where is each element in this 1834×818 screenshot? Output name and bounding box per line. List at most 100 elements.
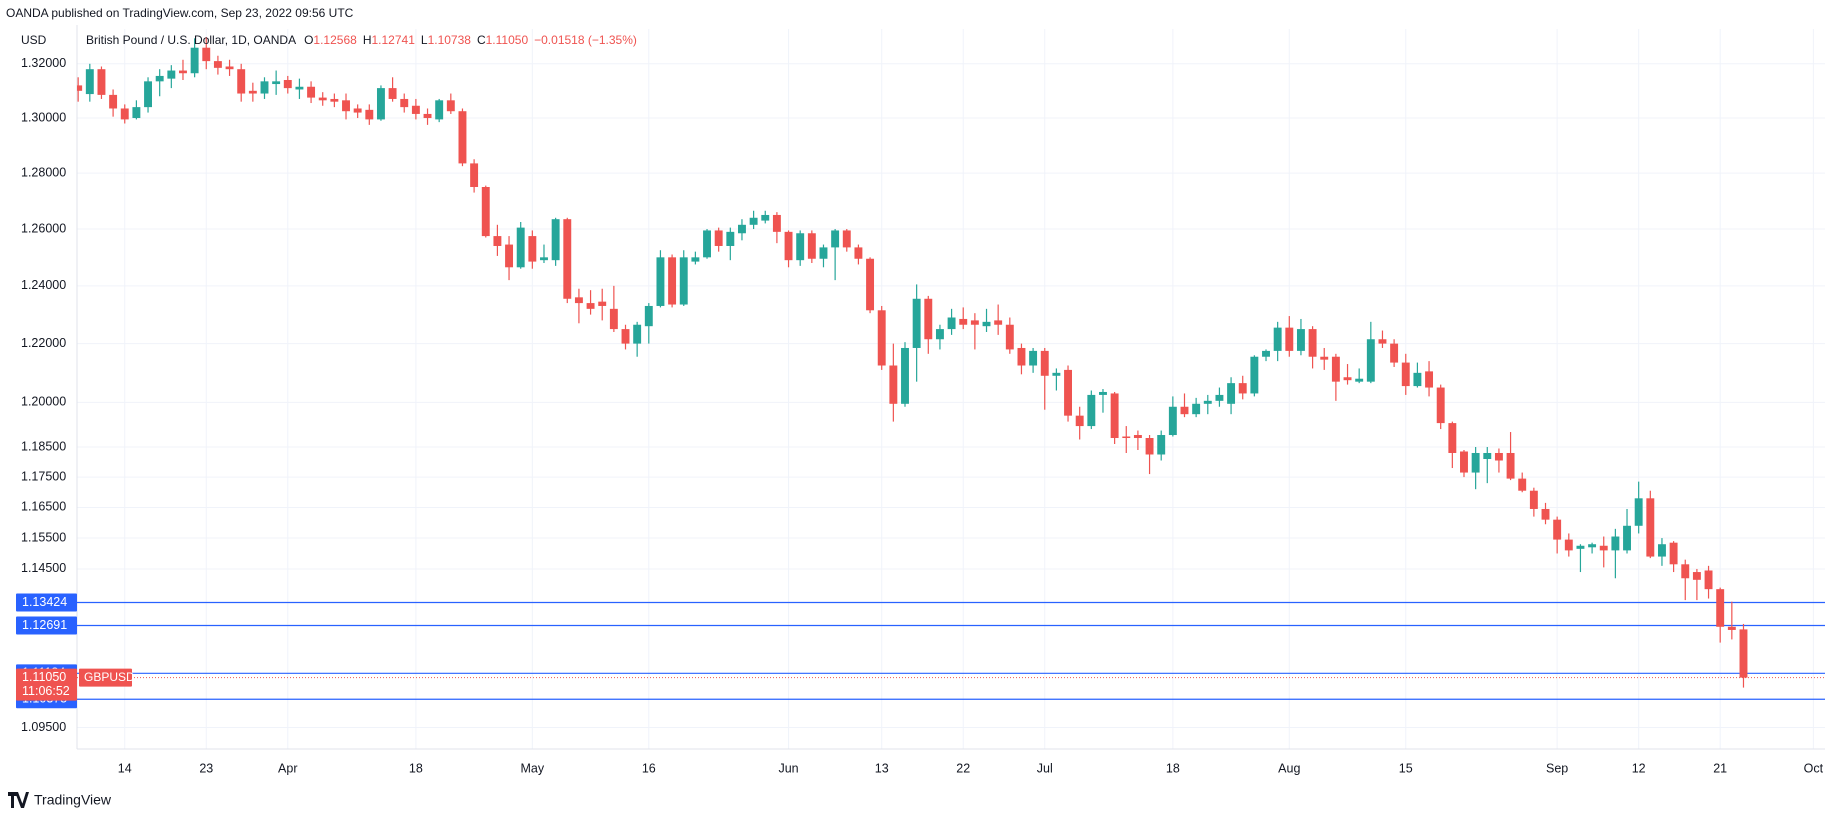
candle-body bbox=[1436, 387, 1445, 424]
candle-body bbox=[877, 310, 886, 366]
candle-body bbox=[272, 81, 281, 85]
candle-body bbox=[505, 244, 514, 268]
candle-body bbox=[1052, 372, 1061, 376]
y-unit: USD bbox=[21, 33, 47, 47]
candle-body bbox=[77, 85, 83, 91]
candle-body bbox=[1390, 343, 1399, 363]
candle-body bbox=[1448, 423, 1457, 453]
footer-logo bbox=[8, 792, 29, 808]
candle-body bbox=[1401, 362, 1410, 387]
candle-body bbox=[1168, 406, 1177, 436]
candle-body bbox=[1681, 564, 1690, 579]
candle-body bbox=[1308, 329, 1317, 357]
candle-body bbox=[1215, 394, 1224, 401]
candle-body bbox=[400, 98, 409, 108]
candle-body bbox=[1331, 356, 1340, 382]
candle-body bbox=[889, 365, 898, 404]
candle-body bbox=[155, 75, 164, 82]
x-tick-label: Jul bbox=[1037, 761, 1053, 775]
candle-body bbox=[1692, 572, 1701, 580]
candle-body bbox=[307, 86, 316, 98]
legend-value: 1.12568 bbox=[313, 33, 357, 47]
y-tick-label: 1.15500 bbox=[21, 530, 66, 544]
candle-body bbox=[1122, 436, 1131, 439]
candle-body bbox=[435, 100, 444, 120]
candle-body bbox=[342, 100, 350, 112]
levels bbox=[77, 601, 1825, 700]
x-tick-label: 12 bbox=[1632, 761, 1646, 775]
candle-body bbox=[1460, 451, 1468, 473]
x-tick-label: Sep bbox=[1546, 761, 1568, 775]
candle-body bbox=[807, 233, 816, 259]
candle-body bbox=[213, 61, 222, 68]
candle-body bbox=[1623, 525, 1631, 551]
x-tick-label: 23 bbox=[199, 761, 213, 775]
candle-body bbox=[901, 347, 909, 404]
ohlc-legend: British Pound / U.S. Dollar, 1D, OANDA O1… bbox=[86, 33, 637, 47]
candle-body bbox=[1564, 539, 1573, 551]
candle-body bbox=[819, 247, 828, 259]
candle-body bbox=[481, 186, 490, 237]
candle-body bbox=[1145, 438, 1154, 455]
x-tick-label: 16 bbox=[642, 761, 656, 775]
candle-body bbox=[237, 69, 246, 94]
candle-body bbox=[1366, 339, 1375, 382]
candle-body bbox=[411, 105, 420, 114]
legend-key: L bbox=[421, 33, 428, 47]
grid bbox=[77, 29, 1825, 749]
candle-body bbox=[703, 230, 711, 258]
candle-body bbox=[749, 217, 758, 225]
candle-body bbox=[1087, 394, 1096, 427]
price-label-box bbox=[16, 668, 77, 701]
candle-body bbox=[1739, 629, 1748, 678]
candle-body bbox=[586, 303, 595, 309]
logo-mark bbox=[8, 792, 29, 808]
candle-body bbox=[1180, 406, 1189, 415]
candle-body bbox=[283, 79, 292, 89]
candle-body bbox=[1064, 369, 1072, 416]
candle-body bbox=[668, 257, 677, 305]
candle-body bbox=[1238, 383, 1247, 394]
candle-body bbox=[1320, 356, 1329, 360]
candle-body bbox=[353, 108, 362, 113]
candle-body bbox=[1285, 327, 1294, 351]
candle-body bbox=[598, 301, 607, 306]
level-label: 1.13424 bbox=[22, 595, 67, 609]
candle-body bbox=[994, 320, 1003, 325]
candle-body bbox=[854, 247, 863, 259]
candle-body bbox=[772, 214, 781, 232]
y-tick-label: 1.17500 bbox=[21, 469, 66, 483]
x-tick-label: 22 bbox=[956, 761, 970, 775]
candle-body bbox=[388, 88, 397, 99]
y-tick-label: 1.24000 bbox=[21, 278, 66, 292]
candle-body bbox=[1017, 347, 1026, 366]
candle-body bbox=[831, 230, 840, 248]
candle-body bbox=[1110, 393, 1119, 439]
x-tick-label: 18 bbox=[1166, 761, 1180, 775]
candle-body bbox=[1099, 391, 1107, 395]
level-label: 1.12691 bbox=[22, 618, 67, 632]
candle-body bbox=[225, 66, 234, 70]
price-countdown: 11:06:52 bbox=[22, 684, 70, 698]
candle-body bbox=[784, 231, 793, 261]
candle-body bbox=[295, 86, 304, 90]
candle-body bbox=[1576, 545, 1585, 549]
candle-body bbox=[97, 69, 106, 95]
candle-body bbox=[202, 47, 211, 62]
candle-body bbox=[1646, 498, 1655, 557]
symbol-label: GBPUSD bbox=[84, 670, 135, 684]
candle-body bbox=[842, 230, 851, 248]
candle-body bbox=[1005, 324, 1014, 350]
candle-body bbox=[1192, 403, 1201, 415]
candle-body bbox=[540, 257, 548, 261]
candle-body bbox=[1553, 519, 1562, 540]
candle-body bbox=[528, 236, 537, 262]
legend-value: 1.10738 bbox=[428, 33, 472, 47]
candle-body bbox=[1355, 378, 1364, 382]
candle-body bbox=[1227, 383, 1236, 404]
candle-body bbox=[1203, 400, 1212, 404]
price-label: 1.11050 bbox=[22, 670, 66, 684]
candle-body bbox=[982, 321, 991, 327]
candles bbox=[77, 37, 1748, 688]
